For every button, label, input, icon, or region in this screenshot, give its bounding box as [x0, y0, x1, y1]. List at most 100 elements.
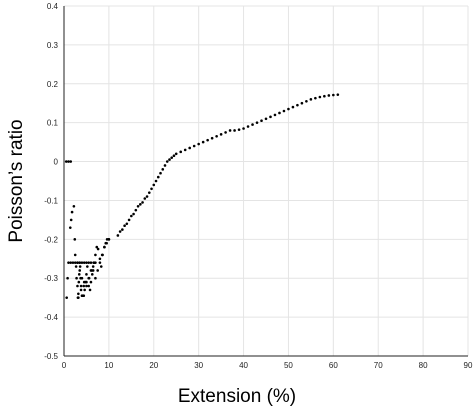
data-point	[85, 280, 88, 284]
y-tick-label: 0.2	[47, 80, 59, 89]
data-point	[105, 241, 108, 245]
data-point	[145, 195, 149, 198]
data-point	[107, 238, 111, 241]
data-point	[237, 128, 241, 131]
data-point	[224, 131, 227, 134]
data-point	[100, 253, 104, 257]
x-tick-label: 90	[464, 361, 473, 370]
y-tick-label: 0.4	[47, 2, 59, 11]
x-tick-label: 50	[284, 361, 293, 370]
x-tick-label: 40	[239, 361, 248, 370]
data-point	[85, 273, 88, 276]
data-point	[95, 245, 99, 249]
data-point	[72, 204, 76, 208]
data-point	[86, 265, 89, 268]
y-axis-label: Poisson’s ratio	[6, 119, 27, 242]
data-point	[116, 234, 120, 237]
y-tick-labels: -0.5 -0.4 -0.3 -0.2 -0.1 0 0.1 0.2 0.3 0.4	[44, 2, 58, 361]
y-tick-label: -0.1	[44, 196, 58, 205]
data-point	[68, 226, 72, 229]
data-point	[161, 168, 165, 171]
data-point	[75, 276, 78, 280]
data-point	[165, 160, 169, 163]
plot-area	[64, 6, 468, 356]
data-point	[105, 238, 109, 241]
data-point	[282, 109, 286, 113]
data-point	[77, 292, 80, 296]
data-point	[273, 113, 277, 117]
data-point	[76, 284, 79, 288]
data-point	[74, 265, 78, 268]
data-point	[82, 294, 86, 298]
x-tick-label: 30	[194, 361, 203, 370]
data-point	[65, 296, 68, 299]
data-point	[64, 160, 68, 163]
data-point	[154, 179, 158, 183]
data-point	[143, 197, 147, 200]
data-point	[152, 183, 156, 187]
data-point	[91, 265, 95, 268]
x-tick-label: 70	[374, 361, 383, 370]
data-point	[156, 175, 160, 179]
data-point	[82, 284, 86, 288]
data-point	[67, 160, 70, 163]
y-tick-label: 0	[54, 158, 59, 167]
data-point	[228, 129, 232, 132]
y-tick-label: -0.4	[44, 313, 58, 322]
x-axis-label: Extension (%)	[178, 386, 296, 407]
data-point	[77, 296, 80, 299]
data-point	[80, 261, 84, 264]
data-point	[82, 280, 86, 284]
data-point	[188, 146, 191, 150]
data-point	[210, 136, 214, 140]
axes	[63, 6, 468, 357]
data-point	[233, 129, 236, 132]
data-point	[327, 94, 331, 97]
data-point	[87, 284, 90, 288]
y-tick-label: -0.3	[44, 274, 58, 283]
data-point	[77, 273, 81, 276]
data-point	[172, 154, 176, 158]
data-point	[150, 187, 153, 191]
data-point	[309, 98, 313, 101]
data-point	[136, 204, 140, 208]
data-point	[201, 140, 205, 144]
data-point	[134, 208, 138, 212]
data-point	[336, 93, 340, 96]
data-point	[71, 261, 75, 264]
x-tick-label: 20	[149, 361, 158, 370]
data-point	[121, 228, 124, 231]
data-point	[73, 238, 77, 241]
data-point	[323, 94, 326, 98]
data-point	[242, 127, 245, 130]
data-point	[163, 164, 167, 167]
data-point	[251, 123, 254, 126]
data-point	[67, 261, 70, 264]
data-point	[174, 152, 178, 156]
data-point	[69, 160, 73, 163]
data-point	[70, 210, 74, 214]
data-point	[170, 156, 174, 159]
data-point	[139, 203, 142, 206]
data-point	[79, 288, 83, 292]
data-point	[314, 96, 317, 100]
data-point	[93, 261, 96, 264]
data-point	[269, 115, 272, 119]
data-point	[219, 133, 223, 136]
data-point	[66, 276, 69, 280]
data-point	[300, 101, 304, 105]
data-point	[78, 269, 82, 272]
data-points	[64, 93, 340, 299]
data-point	[78, 265, 82, 268]
x-tick-label: 80	[419, 361, 428, 370]
data-point	[246, 125, 250, 128]
data-point	[103, 245, 106, 249]
data-point	[183, 148, 187, 152]
data-point	[278, 111, 281, 115]
data-point	[96, 269, 99, 272]
data-point	[98, 261, 102, 264]
data-point	[69, 218, 73, 222]
data-point	[98, 257, 102, 261]
data-point	[83, 288, 86, 292]
